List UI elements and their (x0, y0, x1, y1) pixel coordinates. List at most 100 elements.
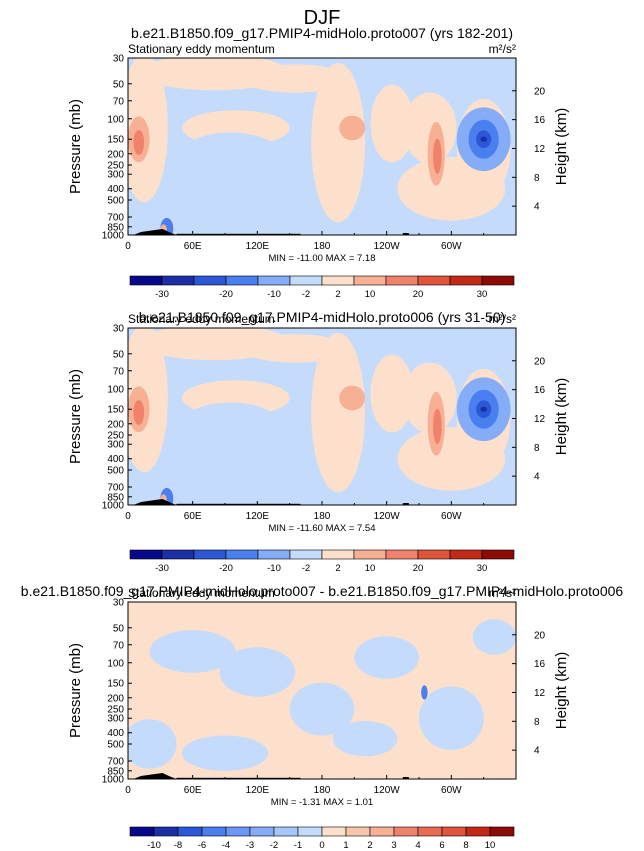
colorbar-swatch (225, 826, 251, 837)
x-tick-label: 0 (125, 511, 131, 522)
topography (176, 233, 301, 235)
colorbar-label: 10 (365, 289, 376, 300)
colorbar-label: -30 (155, 563, 169, 574)
x-tick-label: 180 (314, 241, 331, 252)
colorbar-label: 2 (335, 289, 340, 300)
contour-region (289, 682, 355, 736)
contour-region (181, 132, 279, 176)
y-tick-label: 30 (113, 54, 125, 65)
contour-region (339, 385, 366, 411)
x-tick-label: 60W (441, 511, 462, 522)
x-tick-label: 120W (374, 241, 401, 252)
y-tick-label: 150 (107, 135, 124, 146)
colorbar-label: -3 (246, 840, 254, 851)
topography (133, 499, 177, 505)
colorbar-swatch (153, 826, 179, 837)
colorbar-label: -10 (147, 840, 161, 851)
topography (402, 777, 409, 779)
panel-units: m²/s² (489, 586, 516, 600)
contour-field (128, 602, 516, 779)
colorbar-swatch (289, 275, 323, 286)
colorbar-label: -2 (302, 289, 310, 300)
y2-tick-label: 20 (534, 630, 546, 641)
x-tick-label: 60W (441, 785, 462, 796)
colorbar-swatch (449, 549, 483, 560)
colorbar-label: 1 (343, 840, 348, 851)
panel-variable-label: Stationary eddy momentum (128, 312, 275, 326)
y2-tick-label: 8 (534, 443, 540, 454)
y-tick-label: 150 (107, 405, 124, 416)
colorbar-swatch (225, 275, 259, 286)
y2-axis-title: Height (km) (553, 378, 570, 456)
colorbar-swatch (449, 275, 483, 286)
contour-region (339, 115, 366, 141)
y-tick-label: 850 (107, 766, 124, 777)
colorbar-swatch (481, 549, 515, 560)
y-tick-label: 30 (113, 324, 125, 335)
colorbar-label: -6 (198, 840, 206, 851)
y-tick-label: 700 (107, 756, 124, 767)
panel-2: b.e21.B1850.f09_g17.PMIP4-midHolo.proto0… (67, 309, 570, 574)
x-tick-label: 60E (184, 241, 202, 252)
y2-tick-label: 8 (534, 717, 540, 728)
y-tick-label: 30 (113, 598, 125, 609)
x-tick-label: 120W (374, 511, 401, 522)
y2-axis-title: Height (km) (553, 652, 570, 730)
colorbar-label: 8 (463, 840, 468, 851)
y-tick-label: 250 (107, 161, 124, 172)
y-axis-title: Pressure (mb) (67, 643, 84, 738)
x-tick-label: 180 (314, 511, 331, 522)
contour-region (433, 138, 442, 174)
colorbar-swatch (249, 826, 275, 837)
y-tick-label: 150 (107, 679, 124, 690)
y-tick-label: 850 (107, 222, 124, 233)
colorbar-label: 20 (413, 289, 424, 300)
panel-variable-label: Stationary eddy momentum (128, 586, 275, 600)
contour-region (370, 84, 414, 163)
colorbar-label: -1 (294, 840, 302, 851)
colorbar-label: -20 (219, 289, 233, 300)
contour-region (181, 402, 279, 446)
colorbar: -30 -20 -10 -2 2 10 20 30 (129, 275, 515, 300)
topography (133, 229, 177, 235)
colorbar-swatch (193, 275, 227, 286)
colorbar-label: -10 (267, 563, 281, 574)
y2-tick-label: 16 (534, 659, 546, 670)
x-tick-label: 60E (184, 785, 202, 796)
y-tick-label: 70 (113, 96, 125, 107)
colorbar-swatch (441, 826, 467, 837)
contour-region (472, 619, 516, 655)
colorbar-swatch (273, 826, 299, 837)
y-tick-label: 250 (107, 705, 124, 716)
colorbar-label: 6 (439, 840, 444, 851)
y-tick-label: 500 (107, 196, 124, 207)
contour-region (419, 686, 484, 751)
x-tick-label: 0 (125, 785, 131, 796)
colorbar-swatch (297, 826, 323, 837)
min-max-stats: MIN = -11.00 MAX = 7.18 (268, 253, 375, 264)
topography (176, 503, 301, 505)
y2-tick-label: 20 (534, 86, 546, 97)
colorbar-swatch (193, 549, 227, 560)
y2-tick-label: 12 (534, 144, 546, 155)
y2-tick-label: 16 (534, 385, 546, 396)
y-axis-title: Pressure (mb) (67, 369, 84, 464)
panel-title: b.e21.B1850.f09_g17.PMIP4-midHolo.proto0… (131, 25, 513, 41)
y-tick-label: 1000 (102, 501, 125, 512)
y-tick-label: 850 (107, 492, 124, 503)
colorbar-swatch (393, 826, 419, 837)
y-tick-label: 50 (113, 349, 125, 360)
colorbar-label: 2 (335, 563, 340, 574)
colorbar-swatch (489, 826, 515, 837)
y-tick-label: 250 (107, 431, 124, 442)
contour-region (133, 400, 145, 425)
contour-region (354, 636, 419, 679)
y2-tick-label: 20 (534, 356, 546, 367)
x-tick-label: 60E (184, 511, 202, 522)
colorbar-swatch (129, 549, 163, 560)
y-tick-label: 50 (113, 79, 125, 90)
colorbar-swatch (481, 275, 515, 286)
page-title: DJF (304, 7, 341, 29)
colorbar-label: -4 (222, 840, 230, 851)
colorbar-label: 20 (413, 563, 424, 574)
